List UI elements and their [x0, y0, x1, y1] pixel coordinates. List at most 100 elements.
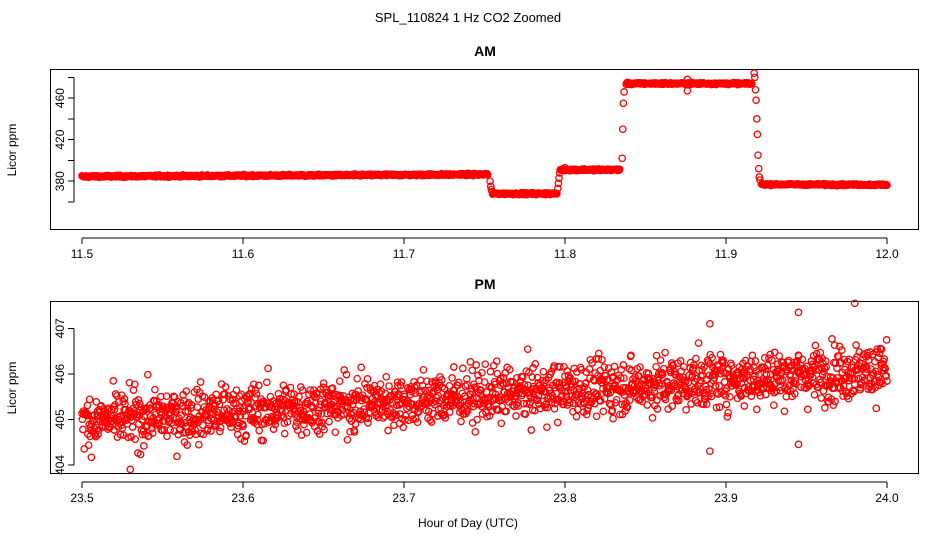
data-point	[707, 392, 716, 401]
data-point	[797, 383, 805, 392]
data-point	[350, 428, 359, 436]
data-point	[162, 392, 171, 401]
data-point	[80, 445, 89, 453]
data-point	[598, 355, 606, 364]
data-point	[357, 363, 366, 372]
data-point	[247, 398, 255, 407]
data-point	[92, 432, 100, 441]
data-point	[531, 360, 540, 368]
data-point	[719, 356, 728, 365]
data-point	[216, 423, 225, 432]
data-point	[348, 400, 357, 409]
data-point	[610, 362, 619, 371]
data-point	[682, 405, 690, 414]
data-point	[130, 380, 139, 389]
data-point	[773, 372, 781, 381]
data-point	[752, 96, 760, 105]
data-point	[527, 426, 536, 434]
data-point	[553, 418, 562, 427]
data-point	[331, 428, 340, 437]
data-point	[109, 377, 118, 385]
data-point	[431, 379, 440, 387]
data-point	[183, 441, 192, 449]
data-point	[120, 395, 129, 403]
data-point	[843, 357, 852, 366]
x-tick-label: 11.9	[715, 247, 738, 261]
y-tick-label: 407	[53, 318, 67, 338]
data-point	[239, 422, 247, 430]
data-point	[449, 363, 458, 371]
data-point	[620, 88, 628, 96]
data-point	[750, 69, 759, 78]
pm-data-points	[78, 299, 891, 474]
data-point	[740, 402, 749, 410]
data-point	[727, 361, 736, 370]
data-point	[683, 86, 692, 95]
data-point	[480, 378, 489, 386]
data-point	[481, 360, 490, 369]
data-point	[274, 389, 283, 398]
data-point	[695, 388, 704, 396]
data-point	[692, 354, 700, 363]
data-point	[364, 414, 373, 422]
data-point	[136, 450, 145, 459]
data-point	[831, 397, 839, 406]
data-point	[722, 384, 731, 393]
data-point	[708, 353, 716, 362]
data-point	[454, 378, 463, 387]
data-point	[661, 395, 670, 404]
data-point	[92, 398, 101, 406]
data-point	[653, 405, 662, 413]
data-point	[636, 363, 644, 371]
data-point	[652, 351, 661, 360]
x-tick-label: 23.7	[392, 491, 416, 505]
data-point	[563, 367, 571, 375]
data-point	[792, 361, 801, 370]
data-point	[671, 371, 680, 379]
data-point	[207, 427, 215, 435]
data-point	[259, 436, 268, 445]
data-point	[134, 396, 143, 404]
data-point	[419, 365, 428, 374]
data-point	[523, 345, 532, 354]
data-point	[242, 431, 251, 440]
data-point	[302, 428, 311, 437]
data-point	[548, 391, 557, 400]
data-point	[756, 176, 764, 184]
data-point	[178, 402, 187, 410]
am-panel: AM Licor ppm 11.5 11.6 11.7 11.8 11.9 12.0 380…	[5, 43, 919, 261]
data-point	[818, 371, 827, 379]
data-point	[883, 377, 891, 385]
data-point	[497, 419, 506, 428]
data-point	[694, 339, 703, 347]
data-point	[882, 371, 890, 380]
data-point	[751, 85, 760, 94]
data-point	[151, 385, 159, 394]
data-point	[616, 410, 624, 419]
data-point	[724, 408, 732, 417]
data-point	[820, 364, 829, 373]
data-point	[754, 151, 762, 160]
data-point	[805, 380, 813, 389]
data-point	[414, 408, 423, 416]
data-point	[339, 410, 348, 418]
data-point	[713, 389, 721, 397]
data-point	[315, 430, 324, 438]
data-point	[234, 407, 243, 416]
data-point	[543, 423, 551, 432]
data-point	[539, 367, 548, 376]
data-point	[596, 397, 605, 405]
x-tick-label: 24.0	[875, 491, 899, 505]
data-point	[592, 412, 601, 421]
data-point	[317, 418, 326, 427]
y-tick-label: 460	[53, 88, 67, 108]
data-point	[683, 75, 692, 84]
data-point	[594, 349, 603, 358]
data-point	[499, 373, 508, 382]
data-point	[264, 364, 272, 373]
data-point	[298, 386, 307, 395]
data-point	[675, 396, 683, 405]
data-point	[715, 403, 724, 411]
data-point	[293, 426, 302, 434]
data-point	[518, 373, 527, 381]
